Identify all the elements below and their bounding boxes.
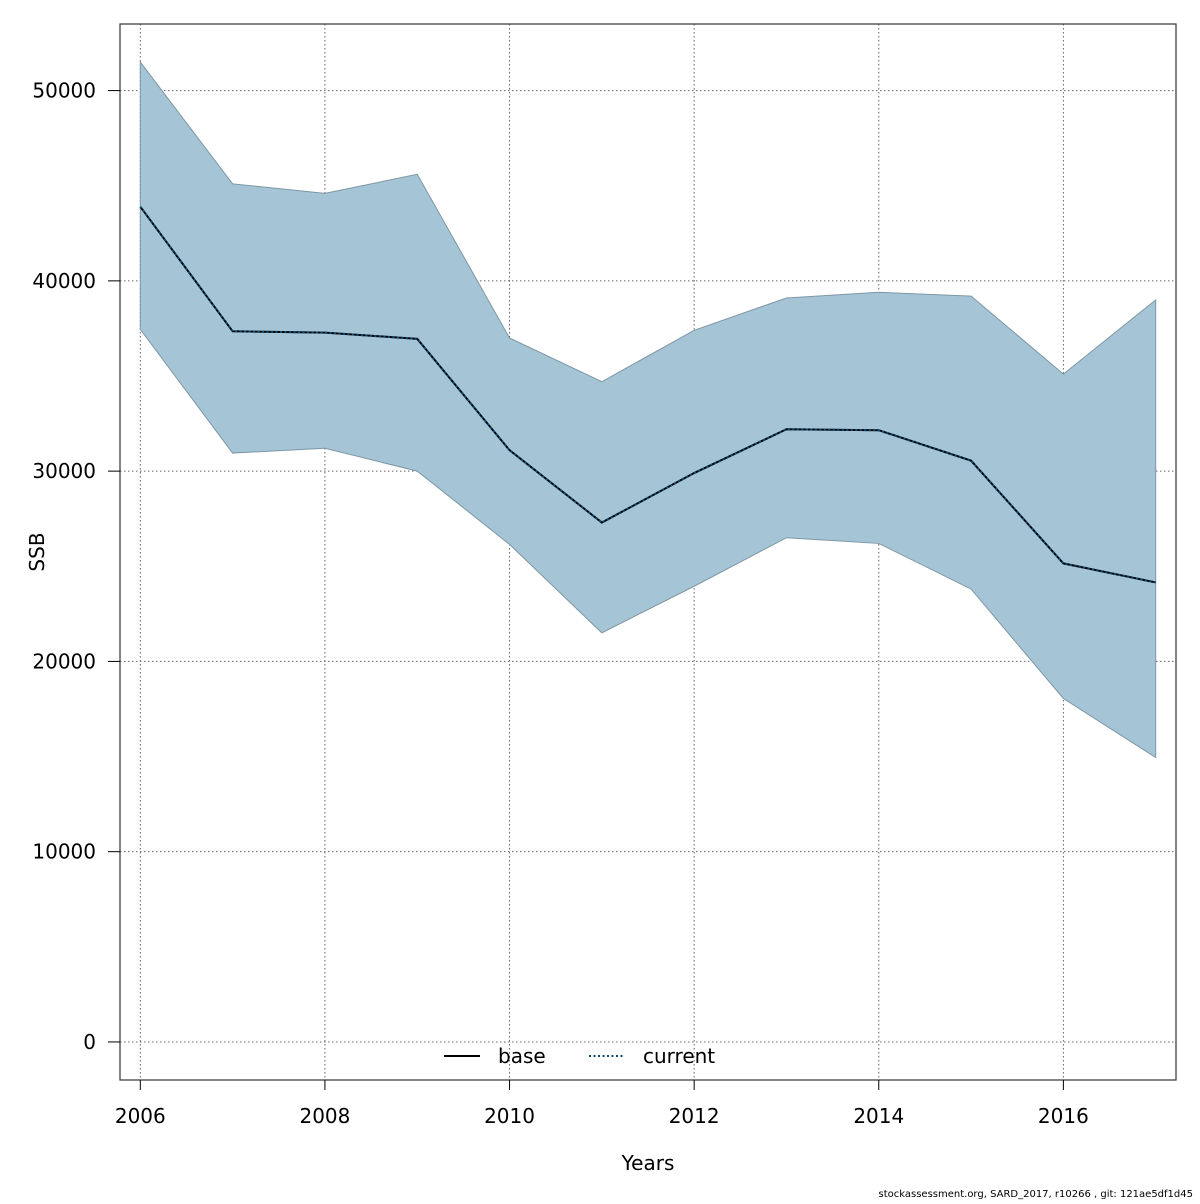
plot-frame <box>119 23 1177 1081</box>
legend: base current <box>444 1044 715 1068</box>
y-tick-label-40000: 40000 <box>32 269 96 293</box>
x-tick-label-2008: 2008 <box>299 1104 350 1128</box>
y-axis: 0 10000 20000 30000 40000 50000 <box>32 79 120 1054</box>
x-tick-label-2014: 2014 <box>853 1104 904 1128</box>
x-axis-label: Years <box>621 1151 675 1175</box>
y-tick-label-50000: 50000 <box>32 79 96 103</box>
series-line-current <box>139 206 1156 584</box>
legend-label-current: current <box>643 1044 715 1068</box>
footnote: stockassessment.org, SARD_2017, r10266 ,… <box>879 1189 1194 1200</box>
y-tick-label-20000: 20000 <box>32 649 96 673</box>
x-tick-label-2010: 2010 <box>484 1104 535 1128</box>
confidence-band <box>139 60 1157 759</box>
y-tick-label-10000: 10000 <box>32 840 96 864</box>
y-tick-label-30000: 30000 <box>32 459 96 483</box>
x-axis: 2006 2008 2010 2012 2014 2016 <box>115 1080 1089 1128</box>
y-tick-label-0: 0 <box>83 1030 96 1054</box>
x-tick-label-2016: 2016 <box>1038 1104 1089 1128</box>
confidence-band-layer <box>139 60 1157 759</box>
legend-label-base: base <box>498 1044 546 1068</box>
y-axis-label: SSB <box>25 532 49 571</box>
series-line-layer <box>139 206 1156 584</box>
x-tick-label-2012: 2012 <box>669 1104 720 1128</box>
x-tick-label-2006: 2006 <box>115 1104 166 1128</box>
